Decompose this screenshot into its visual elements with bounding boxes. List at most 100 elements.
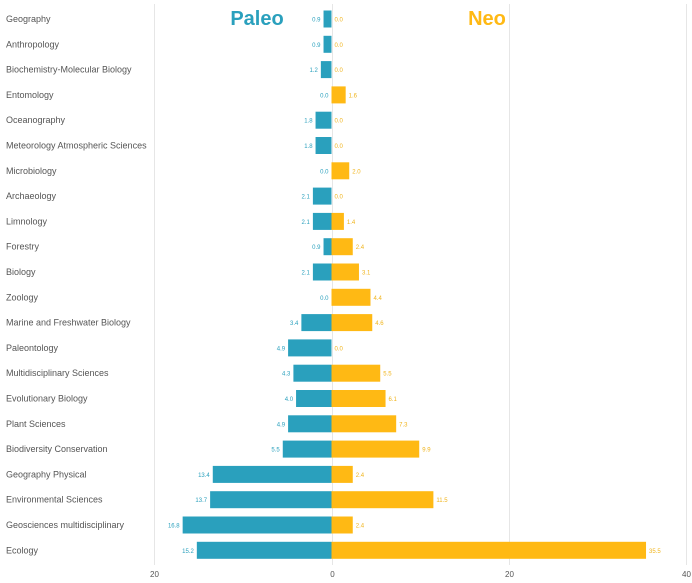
neo-value-label: 6.1 bbox=[389, 397, 398, 403]
paleo-bar bbox=[312, 187, 332, 205]
paleo-bar bbox=[323, 10, 332, 28]
labels: 20 0 20 40 Geography 0.9 0.0 Anthropology 0.9 0.0… bbox=[6, 14, 691, 579]
neo-value-label: 2.0 bbox=[352, 169, 361, 175]
neo-bar bbox=[331, 162, 350, 180]
paleo-bar bbox=[293, 364, 332, 382]
paleo-value-label: 2.1 bbox=[302, 271, 311, 277]
paleo-bar bbox=[282, 440, 332, 458]
neo-bar bbox=[331, 390, 386, 407]
neo-value-label: 0.0 bbox=[335, 43, 344, 49]
x-tick-label: 0 bbox=[330, 570, 335, 579]
neo-value-label: 0.0 bbox=[335, 18, 344, 24]
neo-value-label: 9.9 bbox=[422, 448, 431, 454]
neo-bar bbox=[331, 541, 647, 559]
neo-value-label: 0.0 bbox=[335, 144, 344, 150]
paleo-bar bbox=[323, 238, 332, 256]
paleo-bar bbox=[301, 314, 332, 332]
category-label: Paleontology bbox=[6, 343, 59, 353]
category-label: Entomology bbox=[6, 90, 54, 100]
neo-value-label: 5.5 bbox=[383, 372, 392, 378]
category-label: Geosciences multidisciplinary bbox=[6, 520, 125, 530]
paleo-bar bbox=[288, 415, 332, 433]
paleo-value-label: 0.0 bbox=[320, 93, 329, 99]
category-label: Microbiology bbox=[6, 166, 57, 176]
paleo-bar bbox=[210, 491, 332, 509]
category-label: Limnology bbox=[6, 216, 48, 226]
x-tick-label: 20 bbox=[505, 570, 514, 579]
paleo-bar bbox=[182, 516, 332, 534]
paleo-bar bbox=[315, 111, 332, 129]
paleo-bar bbox=[312, 263, 332, 281]
paleo-value-label: 1.2 bbox=[310, 68, 319, 74]
paleo-value-label: 0.9 bbox=[312, 245, 321, 251]
neo-value-label: 2.4 bbox=[356, 524, 365, 530]
neo-value-label: 0.0 bbox=[335, 119, 344, 125]
neo-value-label: 0.0 bbox=[335, 346, 344, 352]
category-label: Plant Sciences bbox=[6, 419, 66, 429]
paleo-value-label: 0.0 bbox=[320, 169, 329, 175]
category-label: Marine and Freshwater Biology bbox=[6, 318, 131, 328]
category-label: Oceanography bbox=[6, 115, 66, 125]
paleo-value-label: 4.9 bbox=[277, 422, 286, 428]
category-label: Multidisciplinary Sciences bbox=[6, 368, 109, 378]
neo-bar bbox=[331, 263, 359, 281]
category-label: Archaeology bbox=[6, 191, 57, 201]
paleo-bar bbox=[312, 212, 332, 230]
neo-value-label: 3.1 bbox=[362, 271, 371, 277]
neo-value-label: 35.5 bbox=[649, 549, 661, 555]
paleo-bar bbox=[288, 339, 332, 357]
category-label: Evolutionary Biology bbox=[6, 394, 88, 404]
paleo-value-label: 16.8 bbox=[168, 524, 180, 530]
paleo-value-label: 2.1 bbox=[302, 195, 311, 201]
paleo-value-label: 13.4 bbox=[198, 473, 210, 479]
paleo-value-label: 1.8 bbox=[304, 144, 313, 150]
neo-value-label: 7.3 bbox=[399, 422, 408, 428]
category-label: Forestry bbox=[6, 242, 40, 252]
x-tick-label: 20 bbox=[150, 570, 159, 579]
paleo-bar bbox=[212, 465, 332, 483]
paleo-value-label: 1.8 bbox=[304, 119, 313, 125]
paleo-header: Paleo bbox=[230, 8, 283, 30]
neo-bar bbox=[331, 465, 353, 483]
paleo-value-label: 13.7 bbox=[195, 498, 207, 504]
neo-bar bbox=[331, 288, 371, 306]
paleo-bar bbox=[315, 137, 332, 154]
neo-value-label: 1.4 bbox=[347, 220, 356, 226]
x-tick-label: 40 bbox=[682, 570, 691, 579]
category-label: Geography bbox=[6, 14, 51, 24]
neo-bar bbox=[331, 491, 434, 509]
neo-bar bbox=[331, 238, 353, 256]
paleo-bar bbox=[296, 390, 332, 407]
paleo-value-label: 5.5 bbox=[271, 448, 280, 454]
paleo-bar bbox=[323, 35, 332, 53]
paleo-value-label: 2.1 bbox=[302, 220, 311, 226]
neo-value-label: 0.0 bbox=[335, 68, 344, 74]
category-label: Biochemistry-Molecular Biology bbox=[6, 65, 132, 75]
neo-bar bbox=[331, 415, 397, 433]
category-label: Biology bbox=[6, 267, 36, 277]
paleo-value-label: 15.2 bbox=[182, 549, 194, 555]
neo-value-label: 0.0 bbox=[335, 195, 344, 201]
neo-header: Neo bbox=[468, 8, 506, 30]
neo-value-label: 4.6 bbox=[375, 321, 384, 327]
paleo-bar bbox=[320, 61, 332, 79]
category-label: Zoology bbox=[6, 292, 39, 302]
category-label: Environmental Sciences bbox=[6, 495, 103, 505]
neo-bar bbox=[331, 364, 381, 382]
neo-bar bbox=[331, 314, 373, 332]
paleo-value-label: 0.9 bbox=[312, 43, 321, 49]
neo-value-label: 11.5 bbox=[436, 498, 448, 504]
neo-value-label: 2.4 bbox=[356, 473, 365, 479]
paleo-value-label: 0.0 bbox=[320, 296, 329, 302]
neo-bar bbox=[331, 440, 420, 458]
neo-bar bbox=[331, 86, 346, 104]
paleo-bar bbox=[196, 541, 332, 559]
category-label: Anthropology bbox=[6, 39, 60, 49]
paleo-value-label: 4.3 bbox=[282, 372, 291, 378]
paleo-value-label: 3.4 bbox=[290, 321, 299, 327]
neo-value-label: 1.6 bbox=[349, 93, 358, 99]
category-label: Geography Physical bbox=[6, 469, 87, 479]
category-label: Biodiversity Conservation bbox=[6, 444, 108, 454]
bars bbox=[182, 10, 647, 559]
